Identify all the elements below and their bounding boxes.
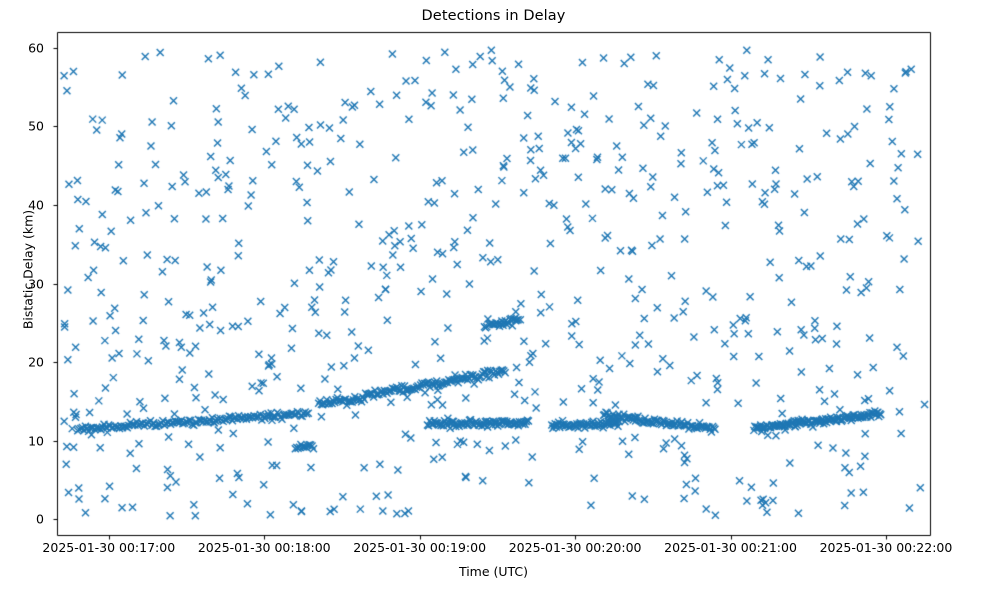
x-axis-label: Time (UTC) (458, 564, 529, 579)
x-tick-label: 2025-01-30 00:17:00 (42, 540, 176, 555)
y-tick-label: 0 (36, 511, 44, 527)
plot-axes-area (57, 32, 930, 535)
x-tick-label: 2025-01-30 00:22:00 (819, 540, 953, 555)
y-tick-label: 10 (28, 433, 44, 449)
y-tick-label: 40 (28, 197, 44, 213)
y-tick-label: 20 (28, 354, 44, 370)
x-tick-label: 2025-01-30 00:20:00 (508, 540, 642, 555)
y-tick-label: 30 (28, 276, 44, 291)
y-tick-label: 50 (28, 118, 44, 134)
x-tick-label: 2025-01-30 00:21:00 (664, 540, 797, 555)
y-tick-label: 60 (28, 40, 44, 56)
x-tick-label: 2025-01-30 00:18:00 (197, 540, 331, 555)
x-tick-label: 2025-01-30 00:19:00 (353, 540, 487, 555)
y-axis-label: Bistatic Delay (km) (20, 209, 36, 330)
